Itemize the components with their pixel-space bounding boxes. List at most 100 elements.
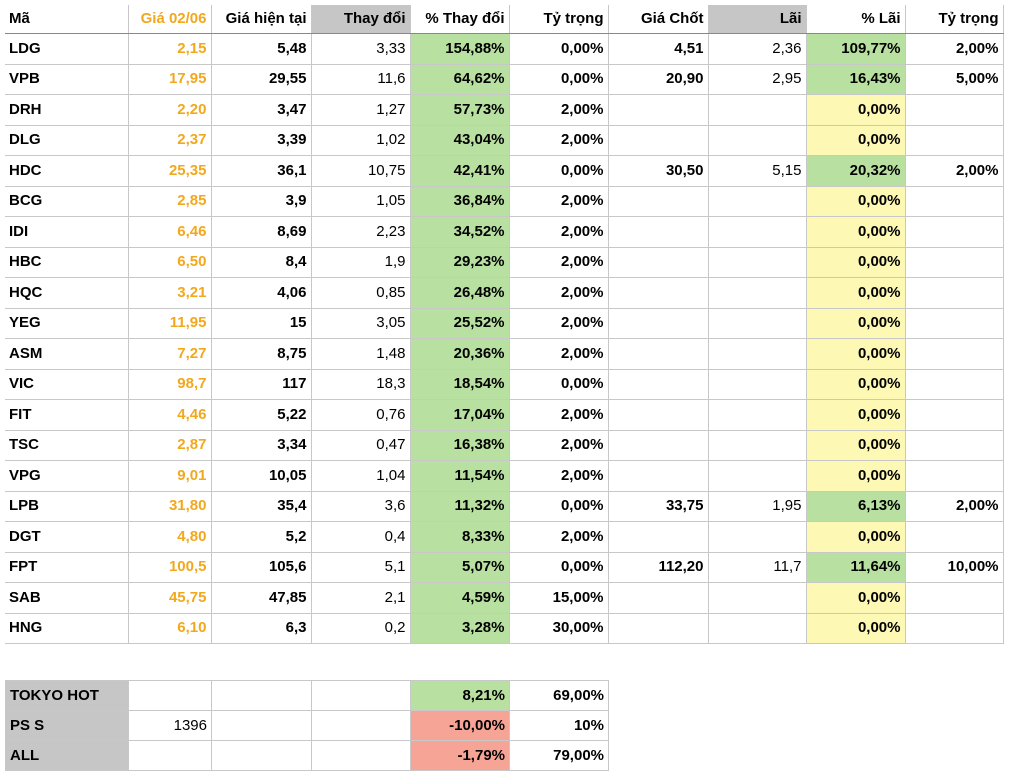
cell-lai[interactable]: 5,15 <box>708 155 807 187</box>
cell-pct-thay-doi[interactable]: 36,84% <box>410 186 510 217</box>
header-gia-0206[interactable]: Giá 02/06 <box>128 5 212 34</box>
cell-ty-trong[interactable]: 2,00% <box>509 94 609 126</box>
cell-lai[interactable] <box>708 582 807 614</box>
cell-gia-chot[interactable]: 112,20 <box>608 552 709 583</box>
cell-pct-lai[interactable]: 11,64% <box>806 552 906 583</box>
cell-gia-hien-tai[interactable]: 35,4 <box>211 491 312 522</box>
cell-pct-thay-doi[interactable]: 20,36% <box>410 338 510 370</box>
cell-pct-thay-doi[interactable]: 57,73% <box>410 94 510 126</box>
cell-pct-thay-doi[interactable]: 11,54% <box>410 460 510 492</box>
cell-pct-thay-doi[interactable]: 5,07% <box>410 552 510 583</box>
cell-thay-doi[interactable]: 1,9 <box>311 247 411 278</box>
summary-label[interactable]: ALL <box>5 740 129 771</box>
cell-thay-doi[interactable]: 5,1 <box>311 552 411 583</box>
header-lai[interactable]: Lãi <box>708 5 807 34</box>
cell-gia-0206[interactable]: 2,37 <box>128 125 212 156</box>
summary-cell[interactable] <box>128 680 212 711</box>
cell-gia-0206[interactable]: 2,20 <box>128 94 212 126</box>
cell-ty-trong[interactable]: 0,00% <box>509 552 609 583</box>
cell-ma[interactable]: TSC <box>5 430 129 461</box>
cell-gia-0206[interactable]: 4,46 <box>128 399 212 431</box>
cell-ma[interactable]: YEG <box>5 308 129 339</box>
cell-ty-trong[interactable]: 2,00% <box>509 308 609 339</box>
cell-ty-trong[interactable]: 0,00% <box>509 491 609 522</box>
cell-pct-thay-doi[interactable]: 11,32% <box>410 491 510 522</box>
cell-ty-trong[interactable]: 0,00% <box>509 369 609 400</box>
summary-label[interactable]: PS S <box>5 710 129 741</box>
summary-ty-trong[interactable]: 10% <box>509 710 609 741</box>
cell-ty-trong[interactable]: 0,00% <box>509 33 609 65</box>
cell-pct-lai[interactable]: 0,00% <box>806 460 906 492</box>
cell-pct-lai[interactable]: 6,13% <box>806 491 906 522</box>
cell-ty-trong[interactable]: 2,00% <box>509 125 609 156</box>
cell-gia-hien-tai[interactable]: 3,34 <box>211 430 312 461</box>
cell-gia-0206[interactable]: 2,15 <box>128 33 212 65</box>
cell-pct-thay-doi[interactable]: 154,88% <box>410 33 510 65</box>
cell-ma[interactable]: HDC <box>5 155 129 187</box>
cell-ty-trong[interactable]: 2,00% <box>509 460 609 492</box>
cell-ma[interactable]: ASM <box>5 338 129 370</box>
cell-ty-trong-2[interactable]: 10,00% <box>905 552 1004 583</box>
cell-thay-doi[interactable]: 1,27 <box>311 94 411 126</box>
cell-ma[interactable]: LDG <box>5 33 129 65</box>
summary-pct[interactable]: 8,21% <box>410 680 510 711</box>
cell-ma[interactable]: VPB <box>5 64 129 95</box>
cell-ty-trong[interactable]: 2,00% <box>509 399 609 431</box>
cell-ma[interactable]: SAB <box>5 582 129 614</box>
cell-gia-chot[interactable] <box>608 460 709 492</box>
cell-gia-hien-tai[interactable]: 6,3 <box>211 613 312 644</box>
cell-pct-thay-doi[interactable]: 18,54% <box>410 369 510 400</box>
cell-thay-doi[interactable]: 0,47 <box>311 430 411 461</box>
cell-thay-doi[interactable]: 3,33 <box>311 33 411 65</box>
cell-ty-trong-2[interactable] <box>905 94 1004 126</box>
cell-gia-0206[interactable]: 3,21 <box>128 277 212 309</box>
cell-ty-trong[interactable]: 0,00% <box>509 155 609 187</box>
cell-thay-doi[interactable]: 1,48 <box>311 338 411 370</box>
cell-pct-thay-doi[interactable]: 43,04% <box>410 125 510 156</box>
cell-gia-0206[interactable]: 25,35 <box>128 155 212 187</box>
cell-gia-chot[interactable] <box>608 369 709 400</box>
cell-gia-hien-tai[interactable]: 5,48 <box>211 33 312 65</box>
cell-ty-trong[interactable]: 2,00% <box>509 521 609 553</box>
cell-pct-thay-doi[interactable]: 4,59% <box>410 582 510 614</box>
cell-pct-lai[interactable]: 0,00% <box>806 430 906 461</box>
cell-lai[interactable] <box>708 430 807 461</box>
cell-thay-doi[interactable]: 11,6 <box>311 64 411 95</box>
cell-gia-chot[interactable] <box>608 277 709 309</box>
cell-ty-trong[interactable]: 2,00% <box>509 216 609 248</box>
cell-pct-thay-doi[interactable]: 8,33% <box>410 521 510 553</box>
cell-thay-doi[interactable]: 1,05 <box>311 186 411 217</box>
cell-thay-doi[interactable]: 3,6 <box>311 491 411 522</box>
cell-ty-trong-2[interactable] <box>905 216 1004 248</box>
cell-gia-hien-tai[interactable]: 8,4 <box>211 247 312 278</box>
cell-gia-chot[interactable] <box>608 399 709 431</box>
cell-gia-hien-tai[interactable]: 5,22 <box>211 399 312 431</box>
cell-gia-hien-tai[interactable]: 3,39 <box>211 125 312 156</box>
summary-ty-trong[interactable]: 69,00% <box>509 680 609 711</box>
cell-ty-trong-2[interactable] <box>905 338 1004 370</box>
cell-thay-doi[interactable]: 2,1 <box>311 582 411 614</box>
cell-gia-0206[interactable]: 6,46 <box>128 216 212 248</box>
summary-cell[interactable] <box>211 740 312 771</box>
summary-label[interactable]: TOKYO HOT <box>5 680 129 711</box>
cell-gia-chot[interactable] <box>608 521 709 553</box>
cell-ty-trong[interactable]: 2,00% <box>509 247 609 278</box>
cell-pct-lai[interactable]: 0,00% <box>806 94 906 126</box>
cell-pct-thay-doi[interactable]: 42,41% <box>410 155 510 187</box>
cell-gia-0206[interactable]: 4,80 <box>128 521 212 553</box>
header-ma[interactable]: Mã <box>5 5 129 34</box>
cell-gia-hien-tai[interactable]: 29,55 <box>211 64 312 95</box>
cell-thay-doi[interactable]: 3,05 <box>311 308 411 339</box>
cell-gia-hien-tai[interactable]: 4,06 <box>211 277 312 309</box>
cell-pct-thay-doi[interactable]: 29,23% <box>410 247 510 278</box>
cell-lai[interactable] <box>708 308 807 339</box>
cell-pct-thay-doi[interactable]: 34,52% <box>410 216 510 248</box>
summary-cell[interactable] <box>311 740 411 771</box>
cell-pct-lai[interactable]: 0,00% <box>806 399 906 431</box>
cell-ty-trong-2[interactable] <box>905 399 1004 431</box>
cell-ma[interactable]: VPG <box>5 460 129 492</box>
cell-gia-hien-tai[interactable]: 117 <box>211 369 312 400</box>
cell-ma[interactable]: DLG <box>5 125 129 156</box>
cell-pct-lai[interactable]: 0,00% <box>806 521 906 553</box>
summary-cell[interactable]: 1396 <box>128 710 212 741</box>
